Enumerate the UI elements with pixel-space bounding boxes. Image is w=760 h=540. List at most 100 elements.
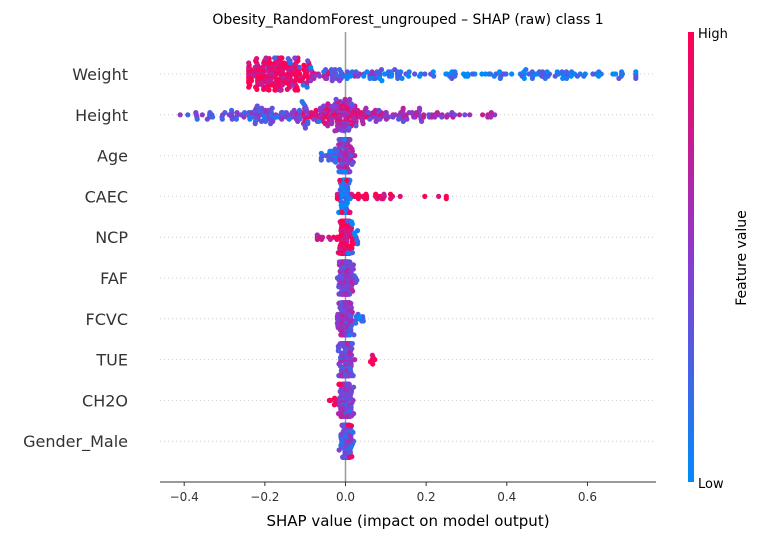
- shap-point: [246, 84, 252, 90]
- shap-point: [335, 311, 341, 317]
- shap-point: [449, 110, 455, 116]
- shap-point: [330, 103, 336, 109]
- shap-point: [336, 137, 342, 143]
- shap-point: [429, 114, 435, 120]
- shap-point: [338, 432, 344, 438]
- shap-point: [327, 148, 333, 154]
- shap-point: [610, 71, 616, 77]
- shap-point: [352, 357, 358, 363]
- x-tick-label: 0.4: [497, 490, 516, 504]
- shap-point: [398, 110, 404, 116]
- shap-point: [333, 159, 339, 165]
- shap-point: [419, 118, 425, 124]
- shap-point: [355, 241, 361, 247]
- shap-point: [456, 112, 463, 118]
- shap-point: [563, 69, 570, 75]
- shap-point: [379, 78, 385, 84]
- shap-point: [344, 69, 350, 75]
- shap-point: [501, 71, 507, 77]
- shap-point: [465, 73, 471, 79]
- shap-point: [356, 314, 362, 320]
- shap-point: [286, 116, 292, 122]
- shap-point: [303, 105, 309, 111]
- shap-point: [342, 169, 348, 175]
- shap-point: [177, 112, 183, 118]
- shap-point: [436, 193, 442, 199]
- shap-point: [387, 191, 394, 197]
- shap-point: [377, 116, 383, 122]
- x-tick-label: −0.4: [170, 490, 199, 504]
- shap-point: [590, 71, 596, 77]
- shap-point: [542, 75, 548, 81]
- shap-point: [619, 71, 626, 77]
- shap-point: [581, 73, 587, 79]
- shap-point: [295, 118, 301, 124]
- shap-point: [336, 67, 343, 73]
- shap-point: [392, 112, 398, 118]
- shap-point: [333, 96, 339, 102]
- shap-point: [272, 55, 278, 61]
- shap-point: [259, 80, 265, 86]
- shap-point: [314, 236, 320, 242]
- shap-point: [285, 56, 291, 62]
- shap-point: [296, 107, 303, 113]
- shap-point: [323, 67, 329, 73]
- colorbar-low-label: Low: [698, 477, 724, 492]
- shap-point: [353, 123, 359, 129]
- shap-point: [497, 69, 503, 75]
- shap-point: [421, 114, 427, 120]
- shap-point: [488, 114, 494, 120]
- shap-point: [313, 107, 319, 113]
- shap-point: [308, 110, 314, 116]
- shap-point: [254, 86, 260, 92]
- shap-point: [381, 191, 387, 197]
- shap-point: [347, 144, 353, 150]
- shap-point: [378, 67, 385, 73]
- shap-point: [491, 73, 497, 79]
- feature-label-fcvc: FCVC: [86, 310, 129, 329]
- shap-point: [219, 116, 225, 122]
- shap-point: [370, 361, 376, 367]
- shap-point: [332, 128, 338, 134]
- shap-point: [353, 69, 359, 75]
- shap-point: [342, 373, 348, 379]
- shap-point: [400, 105, 406, 111]
- shap-point: [351, 384, 357, 390]
- shap-point: [616, 75, 622, 81]
- shap-point: [467, 112, 473, 118]
- shap-point: [229, 116, 235, 122]
- shap-point: [411, 114, 417, 120]
- shap-point: [252, 121, 258, 127]
- shap-point: [296, 64, 302, 70]
- shap-point: [289, 110, 295, 116]
- shap-point: [338, 373, 344, 379]
- shap-point: [341, 137, 347, 143]
- shap-point: [334, 196, 340, 202]
- shap-point: [268, 121, 274, 127]
- shap-point: [347, 196, 353, 202]
- shap-point: [430, 69, 436, 75]
- x-tick-label: 0.0: [336, 490, 355, 504]
- shap-point: [336, 447, 342, 453]
- shap-point: [417, 73, 423, 79]
- x-tick-label: 0.6: [578, 490, 597, 504]
- shap-point: [345, 250, 351, 256]
- shap-point: [254, 56, 260, 62]
- shap-point: [334, 275, 340, 281]
- shap-point: [344, 218, 351, 224]
- shap-point: [373, 191, 379, 197]
- shap-point: [431, 73, 437, 79]
- shap-point: [340, 454, 346, 460]
- shap-point: [248, 110, 254, 116]
- x-axis-label: SHAP value (impact on model output): [266, 512, 549, 530]
- feature-label-ncp: NCP: [95, 228, 128, 247]
- x-axis-ticks: −0.4 −0.2 0.0 0.2 0.4 0.6: [170, 482, 597, 504]
- shap-point: [336, 169, 342, 175]
- feature-label-tue: TUE: [95, 351, 128, 370]
- shap-point: [348, 373, 354, 379]
- shap-point: [369, 352, 375, 358]
- feature-label-weight: Weight: [72, 65, 128, 84]
- shap-point: [352, 193, 358, 199]
- shap-point: [369, 69, 375, 75]
